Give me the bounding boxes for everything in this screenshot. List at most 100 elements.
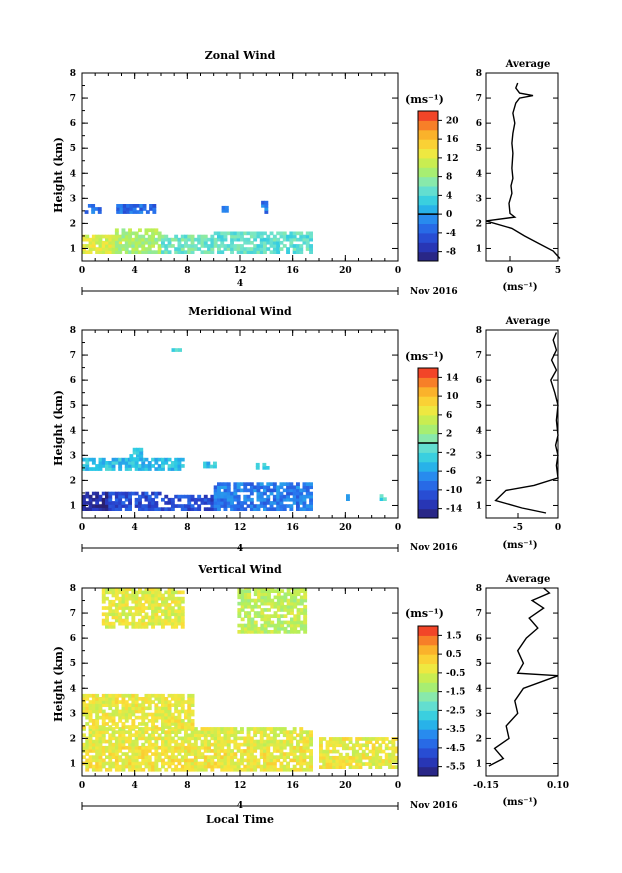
heatmap-cell	[289, 244, 294, 248]
heatmap-cell	[134, 504, 139, 508]
heatmap-cell	[282, 507, 287, 511]
heatmap-cell	[217, 727, 221, 731]
heatmap-cell	[203, 745, 208, 750]
heatmap-cell	[240, 482, 244, 486]
heatmap-cell	[170, 588, 175, 592]
heatmap-cell	[378, 755, 383, 760]
heatmap-cell	[157, 606, 162, 610]
heatmap-cell	[111, 745, 116, 750]
heatmap-cell	[131, 761, 136, 766]
heatmap-cell	[138, 501, 142, 505]
heatmap-cell	[388, 740, 392, 744]
heatmap-cell	[246, 758, 251, 763]
heatmap-cell	[154, 588, 159, 592]
heatmap-cell	[237, 614, 242, 618]
heatmap-cell	[177, 494, 182, 499]
heatmap-cell	[101, 722, 106, 726]
heatmap-cell	[98, 703, 103, 707]
heatmap-cell	[187, 501, 192, 505]
heatmap-cell	[184, 761, 188, 766]
heatmap-cell	[253, 626, 258, 631]
heatmap-cell	[108, 755, 113, 759]
heatmap-cell	[303, 630, 308, 634]
heatmap-cell	[325, 765, 330, 769]
heatmap-cell	[253, 745, 258, 750]
heatmap-cell	[290, 604, 294, 609]
heatmap-cell	[303, 588, 308, 590]
heatmap-cell	[299, 589, 304, 593]
heatmap-cell	[263, 231, 267, 236]
heatmap-cell	[286, 623, 291, 628]
heatmap-cell	[98, 736, 103, 741]
heatmap-cell	[91, 507, 96, 511]
heatmap-cell	[266, 752, 271, 756]
heatmap-cell	[237, 595, 242, 600]
heatmap-cell	[213, 237, 218, 242]
colorbar-segment	[418, 204, 438, 215]
heatmap-cell	[161, 739, 165, 744]
heatmap-cell	[151, 237, 155, 242]
x-tick-label: 0	[395, 266, 401, 276]
heatmap-cell	[259, 767, 264, 772]
heatmap-cell	[243, 764, 248, 769]
heatmap-cell	[283, 604, 288, 609]
panel-title: Vertical Wind	[197, 563, 282, 576]
heatmap-cell	[161, 712, 165, 717]
heatmap-cell	[108, 761, 113, 766]
heatmap-cell	[161, 745, 165, 750]
heatmap-cell	[355, 749, 360, 754]
heatmap-cell	[111, 703, 116, 707]
heatmap-cell	[118, 700, 123, 704]
heatmap-cell	[154, 228, 159, 233]
heatmap-cell	[180, 618, 185, 623]
heatmap-cell	[98, 761, 103, 766]
heatmap-cell	[105, 700, 109, 704]
heatmap-cell	[154, 507, 159, 511]
heatmap-cell	[249, 745, 254, 750]
heatmap-cell	[203, 730, 208, 734]
heatmap-cell	[355, 765, 360, 769]
heatmap-cell	[121, 599, 126, 604]
heatmap-cell	[197, 755, 202, 759]
heatmap-cell	[177, 615, 182, 620]
heatmap-cell	[161, 764, 165, 769]
colorbar-segment	[418, 157, 438, 168]
heatmap-cell	[85, 739, 90, 744]
x-tick-label: 16	[286, 523, 299, 533]
heatmap-cell	[224, 209, 229, 213]
heatmap-cell	[180, 234, 185, 239]
heatmap-cell	[85, 764, 90, 769]
colorbar-tick-label: 1.5	[446, 631, 462, 641]
heatmap-cell	[269, 488, 274, 493]
heatmap-cell	[88, 715, 93, 720]
heatmap-cell	[141, 719, 146, 723]
heatmap-cell	[141, 712, 146, 717]
colorbar-segment	[418, 120, 438, 131]
heatmap-cell	[174, 719, 179, 723]
heatmap-cell	[170, 703, 175, 707]
heatmap-cell	[379, 494, 384, 498]
heatmap-cell	[111, 588, 116, 592]
heatmap-cell	[149, 204, 153, 208]
heatmap-cell	[257, 598, 261, 603]
heatmap-cell	[233, 491, 238, 496]
heatmap-cell	[101, 606, 106, 610]
heatmap-cell	[151, 764, 155, 769]
heatmap-cell	[302, 497, 307, 502]
heatmap-cell	[141, 507, 146, 511]
colorbar-tick-label: 6	[446, 411, 452, 421]
heatmap-cell	[105, 497, 109, 502]
heatmap-cell	[124, 758, 129, 763]
heatmap-cell	[257, 626, 261, 631]
heatmap-cell	[253, 764, 258, 769]
heatmap-cell	[253, 630, 258, 634]
heatmap-cell	[303, 611, 308, 615]
heatmap-cell	[187, 715, 192, 720]
heatmap-cell	[121, 727, 126, 731]
heatmap-cell	[105, 461, 109, 465]
colorbar-segment	[418, 729, 438, 739]
heatmap-cell	[358, 755, 363, 760]
heatmap-cell	[309, 736, 313, 741]
x-tick-label: 4	[132, 266, 138, 276]
avg-y-tick-label: 5	[476, 659, 482, 669]
